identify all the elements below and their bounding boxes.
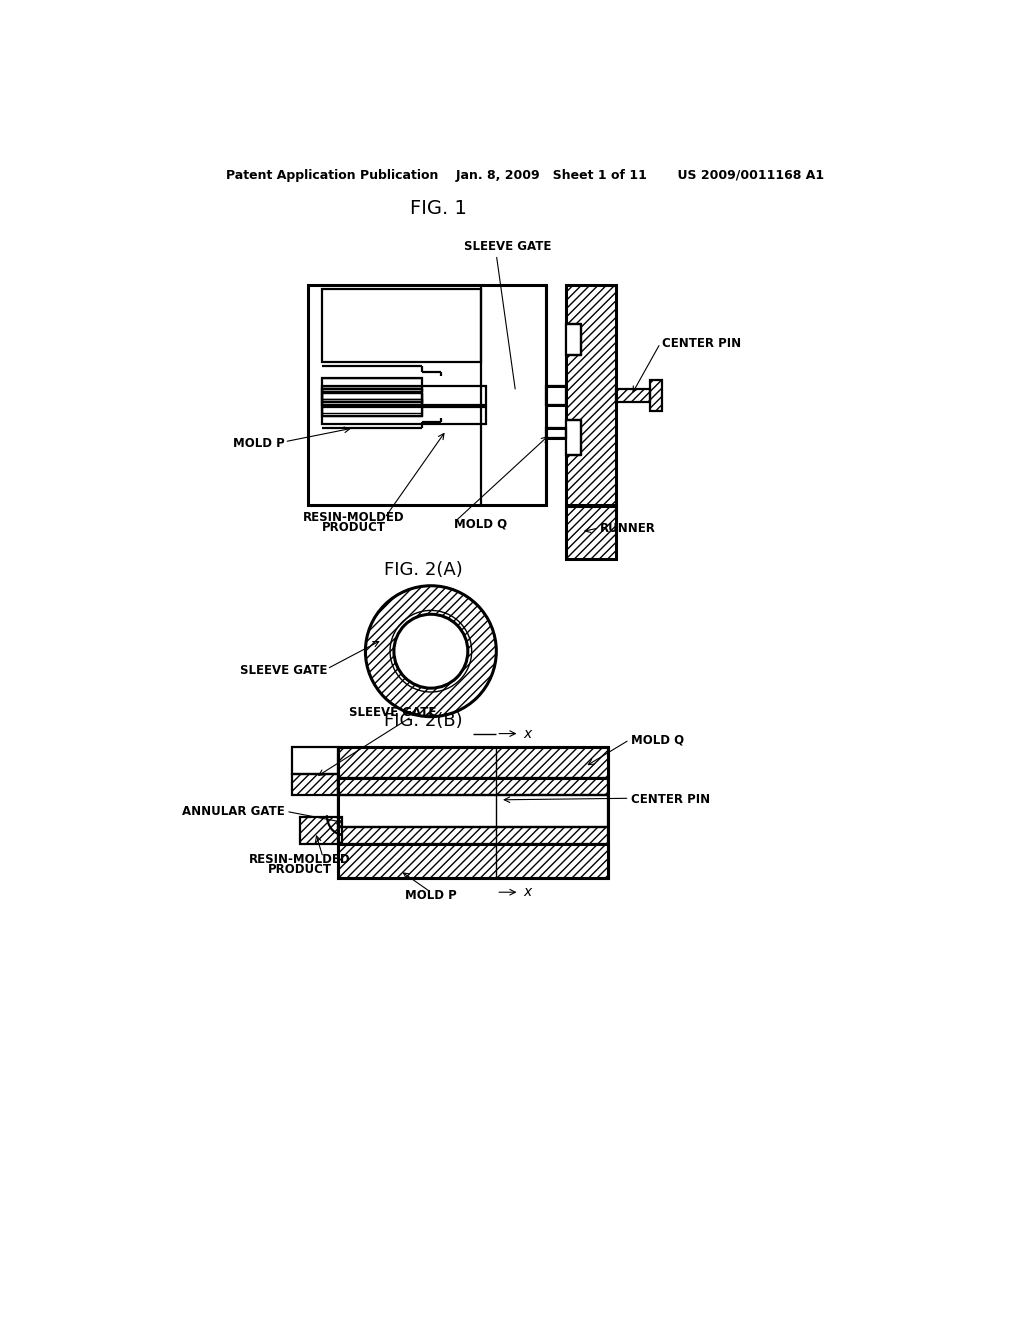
Bar	[339, 826, 608, 843]
Text: SLEEVE GATE: SLEEVE GATE	[240, 664, 327, 677]
Text: RUNNER: RUNNER	[600, 521, 656, 535]
Text: MOLD P: MOLD P	[232, 437, 285, 450]
Text: MOLD P: MOLD P	[404, 888, 457, 902]
Text: MOLD Q: MOLD Q	[454, 517, 507, 531]
Text: PRODUCT: PRODUCT	[322, 520, 386, 533]
Bar	[300, 817, 342, 843]
Text: CENTER PIN: CENTER PIN	[631, 793, 711, 807]
Bar	[565, 507, 615, 558]
Text: x: x	[523, 726, 531, 741]
Bar	[322, 393, 422, 405]
Bar	[547, 387, 565, 405]
Bar	[322, 289, 481, 363]
Text: ANNULAR GATE: ANNULAR GATE	[182, 805, 285, 818]
Bar	[615, 389, 650, 401]
Bar	[322, 407, 486, 424]
Bar	[339, 747, 608, 878]
Bar	[322, 388, 422, 391]
Bar	[339, 779, 608, 795]
Bar	[322, 389, 422, 416]
Text: FIG. 2(B): FIG. 2(B)	[384, 711, 463, 730]
Bar	[339, 795, 608, 826]
Bar	[292, 774, 339, 795]
Bar	[650, 380, 662, 411]
Text: MOLD Q: MOLD Q	[631, 733, 684, 746]
Text: CENTER PIN: CENTER PIN	[662, 337, 741, 350]
Bar	[565, 323, 581, 355]
Bar	[339, 843, 608, 878]
Text: RESIN-MOLDED: RESIN-MOLDED	[303, 511, 404, 524]
Bar	[307, 285, 547, 506]
Text: x: x	[523, 886, 531, 899]
Bar	[322, 400, 422, 403]
Bar	[322, 387, 486, 405]
Text: SLEEVE GATE: SLEEVE GATE	[464, 240, 552, 253]
Text: FIG. 1: FIG. 1	[411, 199, 467, 218]
Text: PRODUCT: PRODUCT	[268, 862, 332, 875]
Bar	[322, 378, 422, 405]
Bar	[339, 747, 608, 779]
Text: RESIN-MOLDED: RESIN-MOLDED	[249, 853, 351, 866]
Text: FIG. 2(A): FIG. 2(A)	[384, 561, 463, 579]
Text: SLEEVE GATE: SLEEVE GATE	[349, 706, 436, 719]
Text: Patent Application Publication    Jan. 8, 2009   Sheet 1 of 11       US 2009/001: Patent Application Publication Jan. 8, 2…	[225, 169, 824, 182]
Bar	[565, 285, 615, 506]
Bar	[547, 428, 565, 438]
Bar	[322, 405, 422, 416]
Bar	[565, 420, 581, 455]
Bar	[292, 747, 339, 774]
